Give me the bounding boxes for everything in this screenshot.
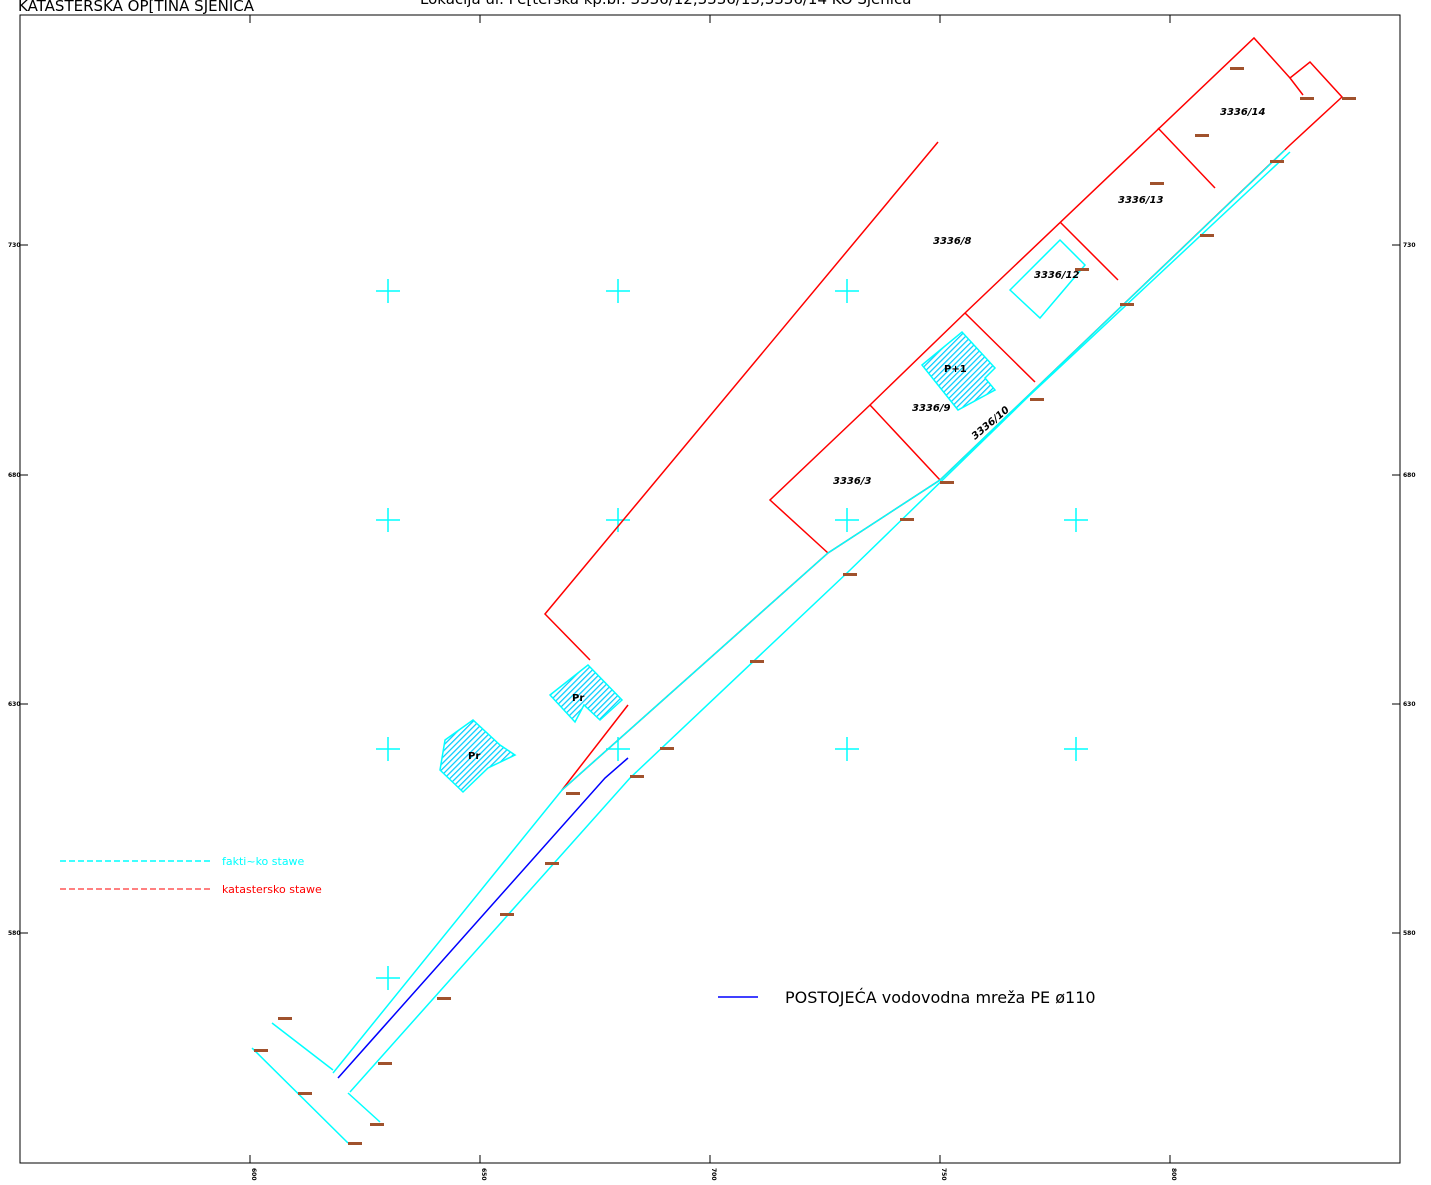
frame: [19, 14, 1401, 1164]
y-label: 680: [8, 472, 21, 479]
building-labels: P+1 Pr Pr: [468, 364, 967, 762]
x-label: 600: [250, 1168, 257, 1181]
y-label: 580: [1403, 930, 1416, 937]
y-label: 580: [8, 930, 21, 937]
legend: fakti~ko stawe katastersko stawe POSTOJE…: [60, 855, 1096, 1007]
legend-label: katastersko stawe: [222, 883, 322, 896]
parcel-label: 3336/13: [1118, 195, 1163, 206]
municipality: KATASTERSKA OP[TINA SJENICA: [18, 0, 255, 15]
parcel-label: 3336/8: [933, 236, 971, 247]
cadastral-lines: [543, 36, 1344, 791]
parcel-label: 3336/12: [1034, 270, 1079, 281]
building-label: P+1: [944, 364, 967, 375]
frame-ticks: [20, 15, 1400, 1163]
building-label: Pr: [572, 693, 584, 704]
actual-lines: [251, 149, 1291, 1144]
y-label: 730: [1403, 242, 1416, 249]
building-label: Pr: [468, 751, 480, 762]
y-label: 630: [8, 701, 21, 708]
location: Lokacija ul. Pe[terska kp.br. 3336/12,33…: [420, 0, 911, 8]
x-label: 750: [940, 1168, 947, 1181]
parcel-label: 3336/14: [1220, 107, 1265, 118]
x-label: 700: [710, 1168, 717, 1181]
x-label: 800: [1170, 1168, 1177, 1181]
survey-points: [254, 67, 1356, 1145]
y-label: 630: [1403, 701, 1416, 708]
grid-crosses: [376, 279, 1088, 990]
buildings: [439, 330, 997, 794]
x-label: 650: [480, 1168, 487, 1181]
parcel-label: 3336/10: [970, 405, 1012, 443]
water-main: [337, 757, 629, 1079]
y-label: 680: [1403, 472, 1416, 479]
parcel-labels: 3336/8 3336/12 3336/14 3336/13 3336/9 33…: [833, 107, 1265, 487]
legend-label: fakti~ko stawe: [222, 855, 305, 868]
y-label: 730: [8, 242, 21, 249]
legend-label: POSTOJEĆA vodovodna mreža PE ø110: [785, 988, 1096, 1007]
axis-labels: 730 680 630 580 730 680 630 580 600 650 …: [8, 242, 1416, 1181]
parcel-label: 3336/3: [833, 476, 871, 487]
parcel-label: 3336/9: [912, 403, 950, 414]
